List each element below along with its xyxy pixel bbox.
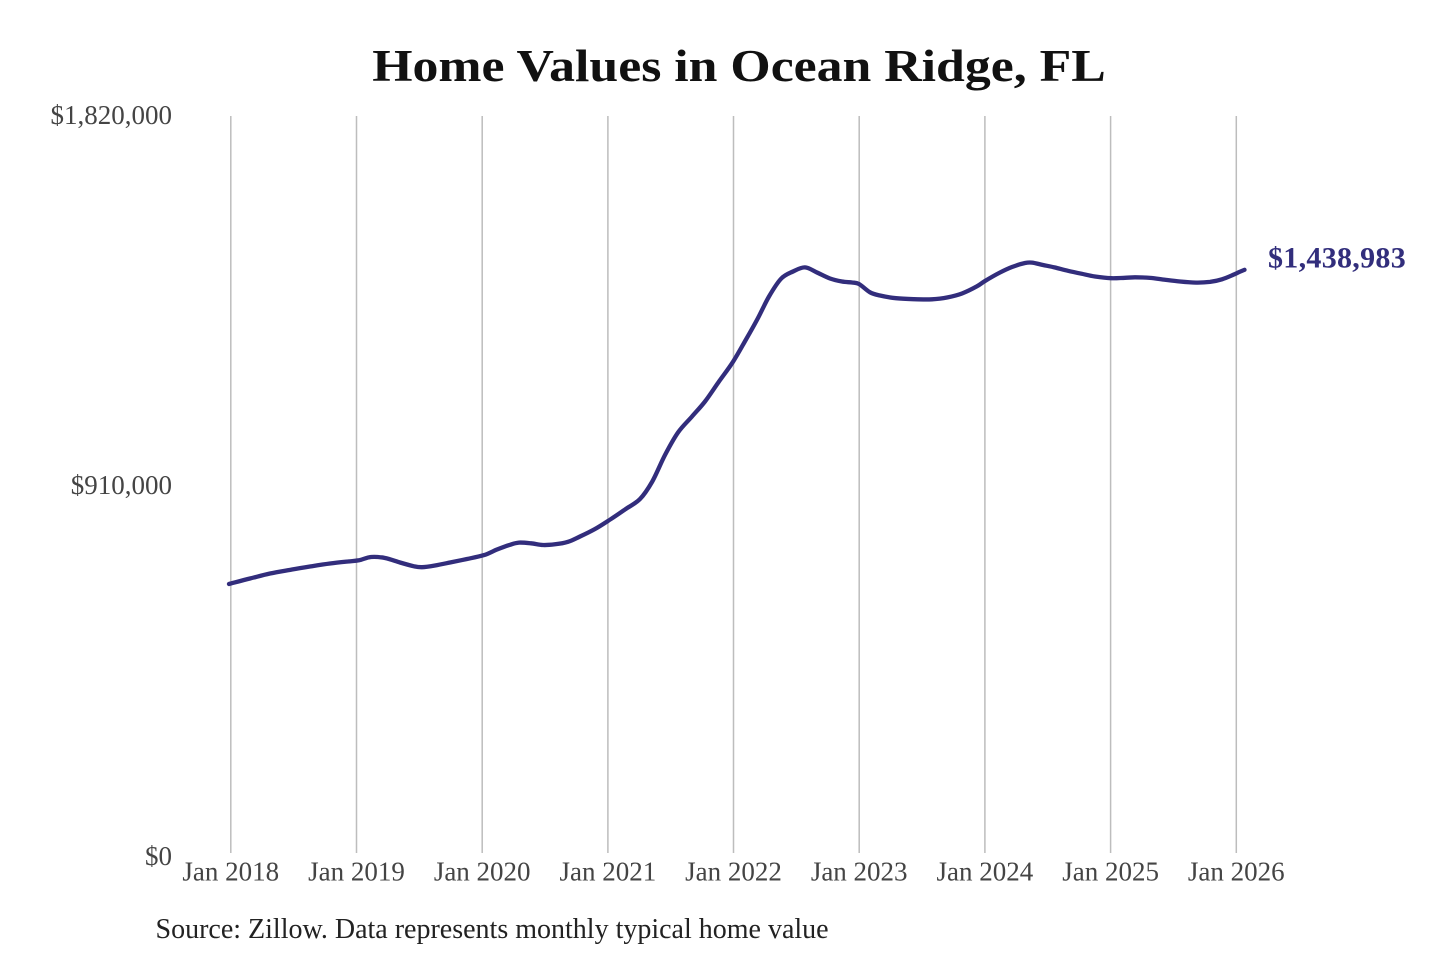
- svg-text:$0: $0: [145, 841, 172, 871]
- svg-text:Jan 2025: Jan 2025: [1062, 857, 1159, 887]
- svg-text:Jan 2018: Jan 2018: [182, 857, 279, 887]
- svg-text:$1,438,983: $1,438,983: [1268, 242, 1406, 275]
- svg-text:Jan 2023: Jan 2023: [811, 857, 908, 887]
- svg-text:$1,820,000: $1,820,000: [51, 100, 173, 130]
- svg-text:Jan 2020: Jan 2020: [434, 857, 531, 887]
- svg-text:Jan 2026: Jan 2026: [1188, 857, 1285, 887]
- svg-text:Jan 2019: Jan 2019: [308, 857, 405, 887]
- svg-text:Jan 2021: Jan 2021: [560, 857, 657, 887]
- svg-text:Source: Zillow. Data represent: Source: Zillow. Data represents monthly …: [156, 914, 829, 945]
- svg-text:Jan 2022: Jan 2022: [685, 857, 782, 887]
- svg-text:Jan 2024: Jan 2024: [937, 857, 1034, 887]
- svg-text:Home Values in Ocean Ridge, FL: Home Values in Ocean Ridge, FL: [372, 42, 1106, 91]
- svg-text:$910,000: $910,000: [71, 470, 172, 500]
